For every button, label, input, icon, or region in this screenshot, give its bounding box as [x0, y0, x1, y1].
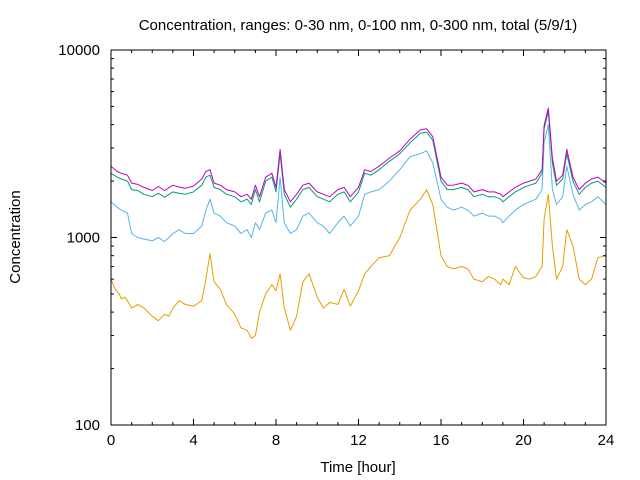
chart-title: Concentration, ranges: 0-30 nm, 0-100 nm… — [139, 17, 578, 34]
plot-frame — [110, 49, 607, 426]
x-tick-label: 12 — [350, 432, 367, 449]
x-tick-label: 20 — [515, 432, 532, 449]
ticks-layer: 0 4 8 12 16 20 24 100 1000 10000 — [58, 42, 614, 449]
x-tick-label: 16 — [433, 432, 450, 449]
y-tick-label: 10000 — [58, 42, 100, 59]
series-line-3 — [110, 111, 607, 208]
series-line-4 — [110, 107, 607, 203]
x-tick-label: 8 — [272, 432, 280, 449]
y-axis-label: Concentration — [7, 190, 24, 283]
x-tick-label: 0 — [107, 432, 115, 449]
x-tick-label: 24 — [598, 432, 615, 449]
y-tick-label: 1000 — [67, 230, 100, 247]
series-layer — [110, 107, 607, 339]
series-line-1 — [110, 189, 607, 339]
x-tick-label: 4 — [189, 432, 197, 449]
y-tick-label: 100 — [75, 417, 100, 434]
x-axis-label: Time [hour] — [320, 459, 395, 476]
series-line-2 — [110, 124, 607, 243]
